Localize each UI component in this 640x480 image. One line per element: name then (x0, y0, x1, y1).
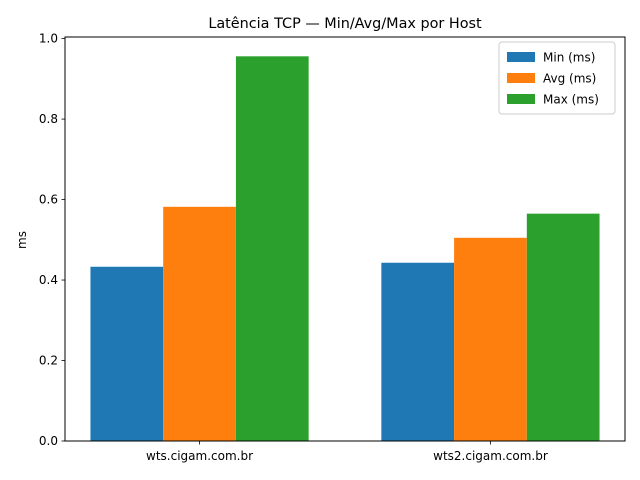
bar-1-2 (381, 262, 455, 441)
y-tick-label: 0.4 (39, 273, 58, 287)
bar-1-1 (90, 266, 164, 441)
y-tick-label: 0.6 (39, 193, 58, 207)
legend-swatch (507, 52, 535, 62)
legend-swatch (507, 94, 535, 104)
y-axis: 0.0 0.2 0.4 0.6 0.8 1.0 (39, 32, 65, 448)
plot-frame (64, 36, 626, 442)
bars (90, 56, 600, 442)
bar-3-2 (526, 213, 600, 441)
legend: Min (ms) Avg (ms) Max (ms) (498, 41, 616, 115)
y-axis-label: ms (15, 231, 29, 249)
legend-label: Avg (ms) (543, 72, 596, 86)
y-tick-label: 0.0 (39, 434, 58, 448)
legend-label: Max (ms) (543, 93, 599, 107)
y-tick-label: 0.2 (39, 354, 58, 368)
chart-title: Latência TCP — Min/Avg/Max por Host (208, 16, 482, 32)
bar-3-1 (235, 56, 309, 442)
bar-2-1 (163, 206, 236, 441)
legend-label: Min (ms) (543, 51, 595, 65)
legend-swatch (507, 73, 535, 83)
y-tick-label: 1.0 (39, 32, 58, 46)
x-tick-label: wts2.cigam.com.br (433, 449, 548, 463)
y-tick-label: 0.8 (39, 112, 58, 126)
x-axis: wts.cigam.com.br wts2.cigam.com.br (146, 441, 548, 463)
x-tick-label: wts.cigam.com.br (146, 449, 253, 463)
bar-2-2 (454, 237, 527, 441)
